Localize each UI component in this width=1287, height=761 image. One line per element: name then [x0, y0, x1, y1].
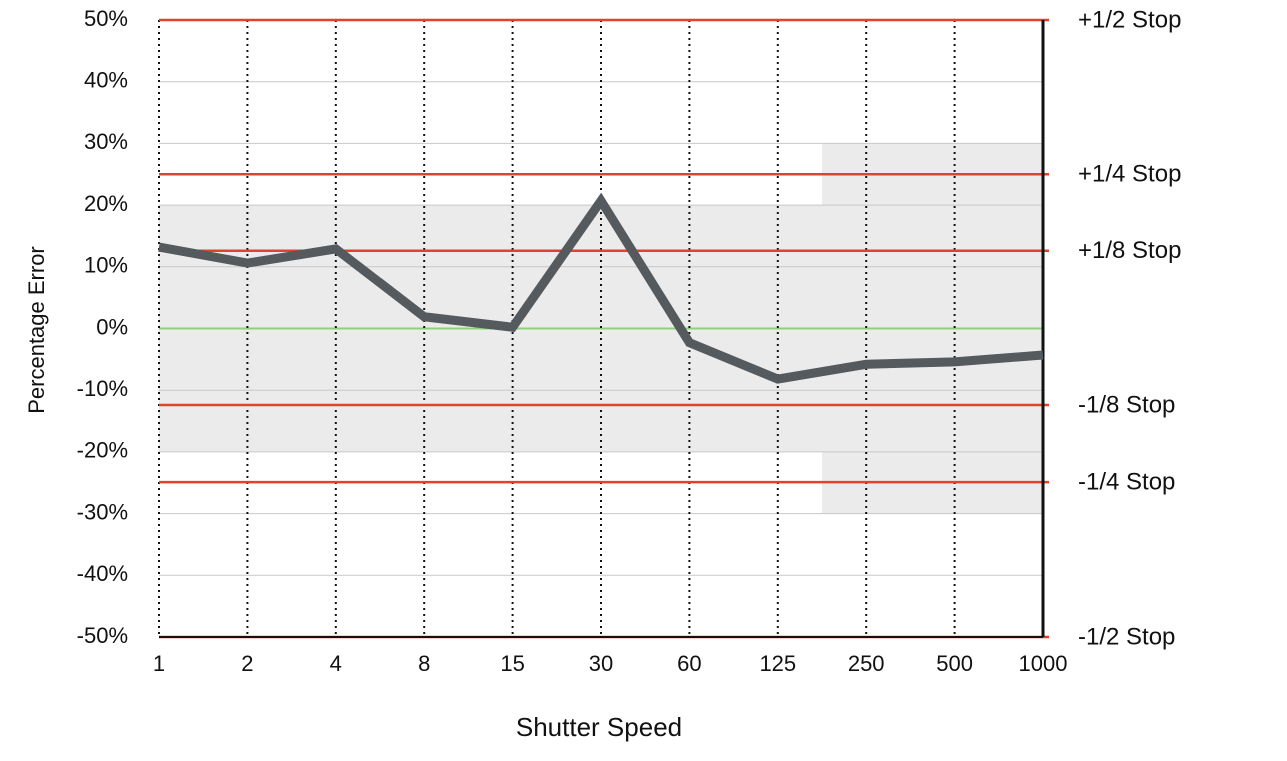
reference-label: +1/4 Stop: [1078, 161, 1181, 188]
y-tick-label: 50%: [84, 6, 128, 31]
x-tick-label: 250: [848, 651, 885, 676]
reference-label: +1/8 Stop: [1078, 237, 1181, 264]
y-tick-label: -10%: [77, 376, 128, 401]
y-tick-label: 10%: [84, 253, 128, 278]
y-axis-label: Percentage Error: [24, 246, 49, 414]
x-tick-label: 1000: [1019, 651, 1068, 676]
x-axis-label: Shutter Speed: [516, 712, 682, 742]
reference-label: +1/2 Stop: [1078, 6, 1181, 33]
x-tick-label: 15: [500, 651, 524, 676]
y-tick-label: -40%: [77, 561, 128, 586]
x-tick-label: 500: [936, 651, 973, 676]
y-tick-label: -50%: [77, 623, 128, 648]
x-tick-label: 2: [241, 651, 253, 676]
reference-label: -1/8 Stop: [1078, 391, 1175, 418]
y-tick-label: 20%: [84, 191, 128, 216]
data-line: [158, 192, 1044, 384]
reference-label: -1/4 Stop: [1078, 468, 1175, 495]
y-tick-label: -20%: [77, 438, 128, 463]
x-tick-label: 1: [153, 651, 165, 676]
x-tick-label: 4: [330, 651, 342, 676]
reference-label: -1/2 Stop: [1078, 623, 1175, 650]
y-tick-label: 30%: [84, 129, 128, 154]
x-tick-label: 60: [677, 651, 701, 676]
y-tick-label: 40%: [84, 68, 128, 93]
x-tick-label: 125: [759, 651, 796, 676]
x-tick-label: 30: [589, 651, 613, 676]
x-tick-label: 8: [418, 651, 430, 676]
y-tick-label: 0%: [96, 314, 128, 339]
y-tick-label: -30%: [77, 499, 128, 524]
